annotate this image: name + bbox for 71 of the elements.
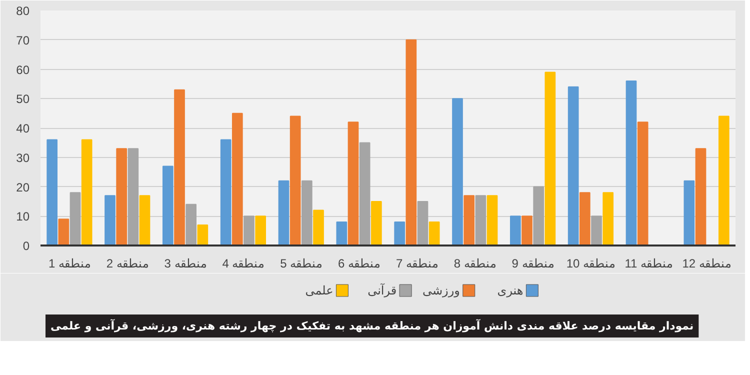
x-tick-label: منطقه 4 — [222, 256, 264, 270]
legend-label: قرآنی — [368, 282, 397, 298]
bar — [70, 192, 81, 246]
x-tick-label: منطقه 6 — [338, 256, 380, 270]
x-tick-label: منطقه 3 — [164, 256, 206, 270]
bar — [544, 72, 556, 246]
bar — [313, 210, 324, 246]
bar — [475, 195, 486, 246]
x-tick-label: منطقه 5 — [280, 256, 322, 270]
y-tick-label: 50 — [16, 92, 30, 106]
bar — [533, 186, 544, 246]
bar — [370, 200, 382, 246]
bar — [174, 89, 185, 246]
bar — [464, 195, 475, 246]
bar — [406, 39, 417, 246]
bar — [128, 148, 139, 246]
bar — [139, 195, 150, 246]
bar — [116, 148, 128, 246]
bar — [602, 192, 614, 246]
x-tick-label: منطقه 12 — [682, 256, 731, 270]
bar — [522, 216, 532, 246]
bar — [695, 148, 706, 246]
bar — [220, 139, 232, 246]
text: نمودار مقایسه درصد علاقه مندی دانش آموزان هر منطقه مشهد به تفکیک در چهار رشته هنری، ورزشی، قرآنی و علمی — [50, 318, 694, 332]
bar — [452, 98, 463, 246]
y-tick-label: 40 — [16, 122, 30, 136]
x-tick-label: منطقه 1 — [48, 256, 90, 270]
bar — [394, 222, 406, 246]
bar — [244, 216, 254, 246]
bar — [58, 218, 70, 246]
bar — [81, 139, 92, 246]
y-tick-label: 20 — [16, 180, 30, 194]
bar — [278, 180, 290, 246]
legend-label: علمی — [305, 284, 334, 298]
x-tick-label: منطقه 7 — [396, 256, 438, 270]
x-tick-label: منطقه 2 — [106, 256, 148, 270]
y-tick-label: 80 — [16, 4, 30, 18]
bar — [301, 180, 312, 246]
x-tick-label: منطقه 9 — [512, 256, 554, 270]
x-tick-label: منطقه 10 — [566, 256, 616, 270]
bar — [186, 204, 197, 246]
legend-label: ورزشی — [422, 284, 460, 298]
bar — [197, 224, 208, 246]
bar — [290, 116, 301, 246]
bar — [626, 80, 637, 246]
y-tick-label: 10 — [16, 210, 30, 224]
bar — [255, 216, 266, 246]
bar — [336, 222, 348, 246]
y-tick-label: 0 — [22, 239, 30, 253]
bar — [510, 216, 521, 246]
bar — [104, 195, 116, 246]
y-tick-label: 70 — [16, 33, 30, 48]
bar — [162, 166, 174, 246]
bar — [46, 139, 58, 246]
bar — [568, 86, 579, 246]
bar — [579, 192, 590, 246]
y-tick-label: 60 — [16, 62, 30, 77]
bar — [718, 116, 730, 246]
bar — [232, 112, 243, 246]
bar — [637, 122, 648, 246]
bar — [417, 200, 428, 246]
bar — [348, 122, 359, 246]
bar — [486, 195, 498, 246]
bar — [684, 180, 695, 246]
bar — [428, 222, 440, 246]
y-tick-label: 30 — [16, 150, 30, 165]
x-tick-label: منطقه 8 — [454, 256, 496, 270]
bar — [591, 216, 602, 246]
legend-label: هنری — [497, 284, 524, 298]
bar — [359, 142, 370, 246]
x-tick-label: منطقه 11 — [624, 256, 673, 270]
